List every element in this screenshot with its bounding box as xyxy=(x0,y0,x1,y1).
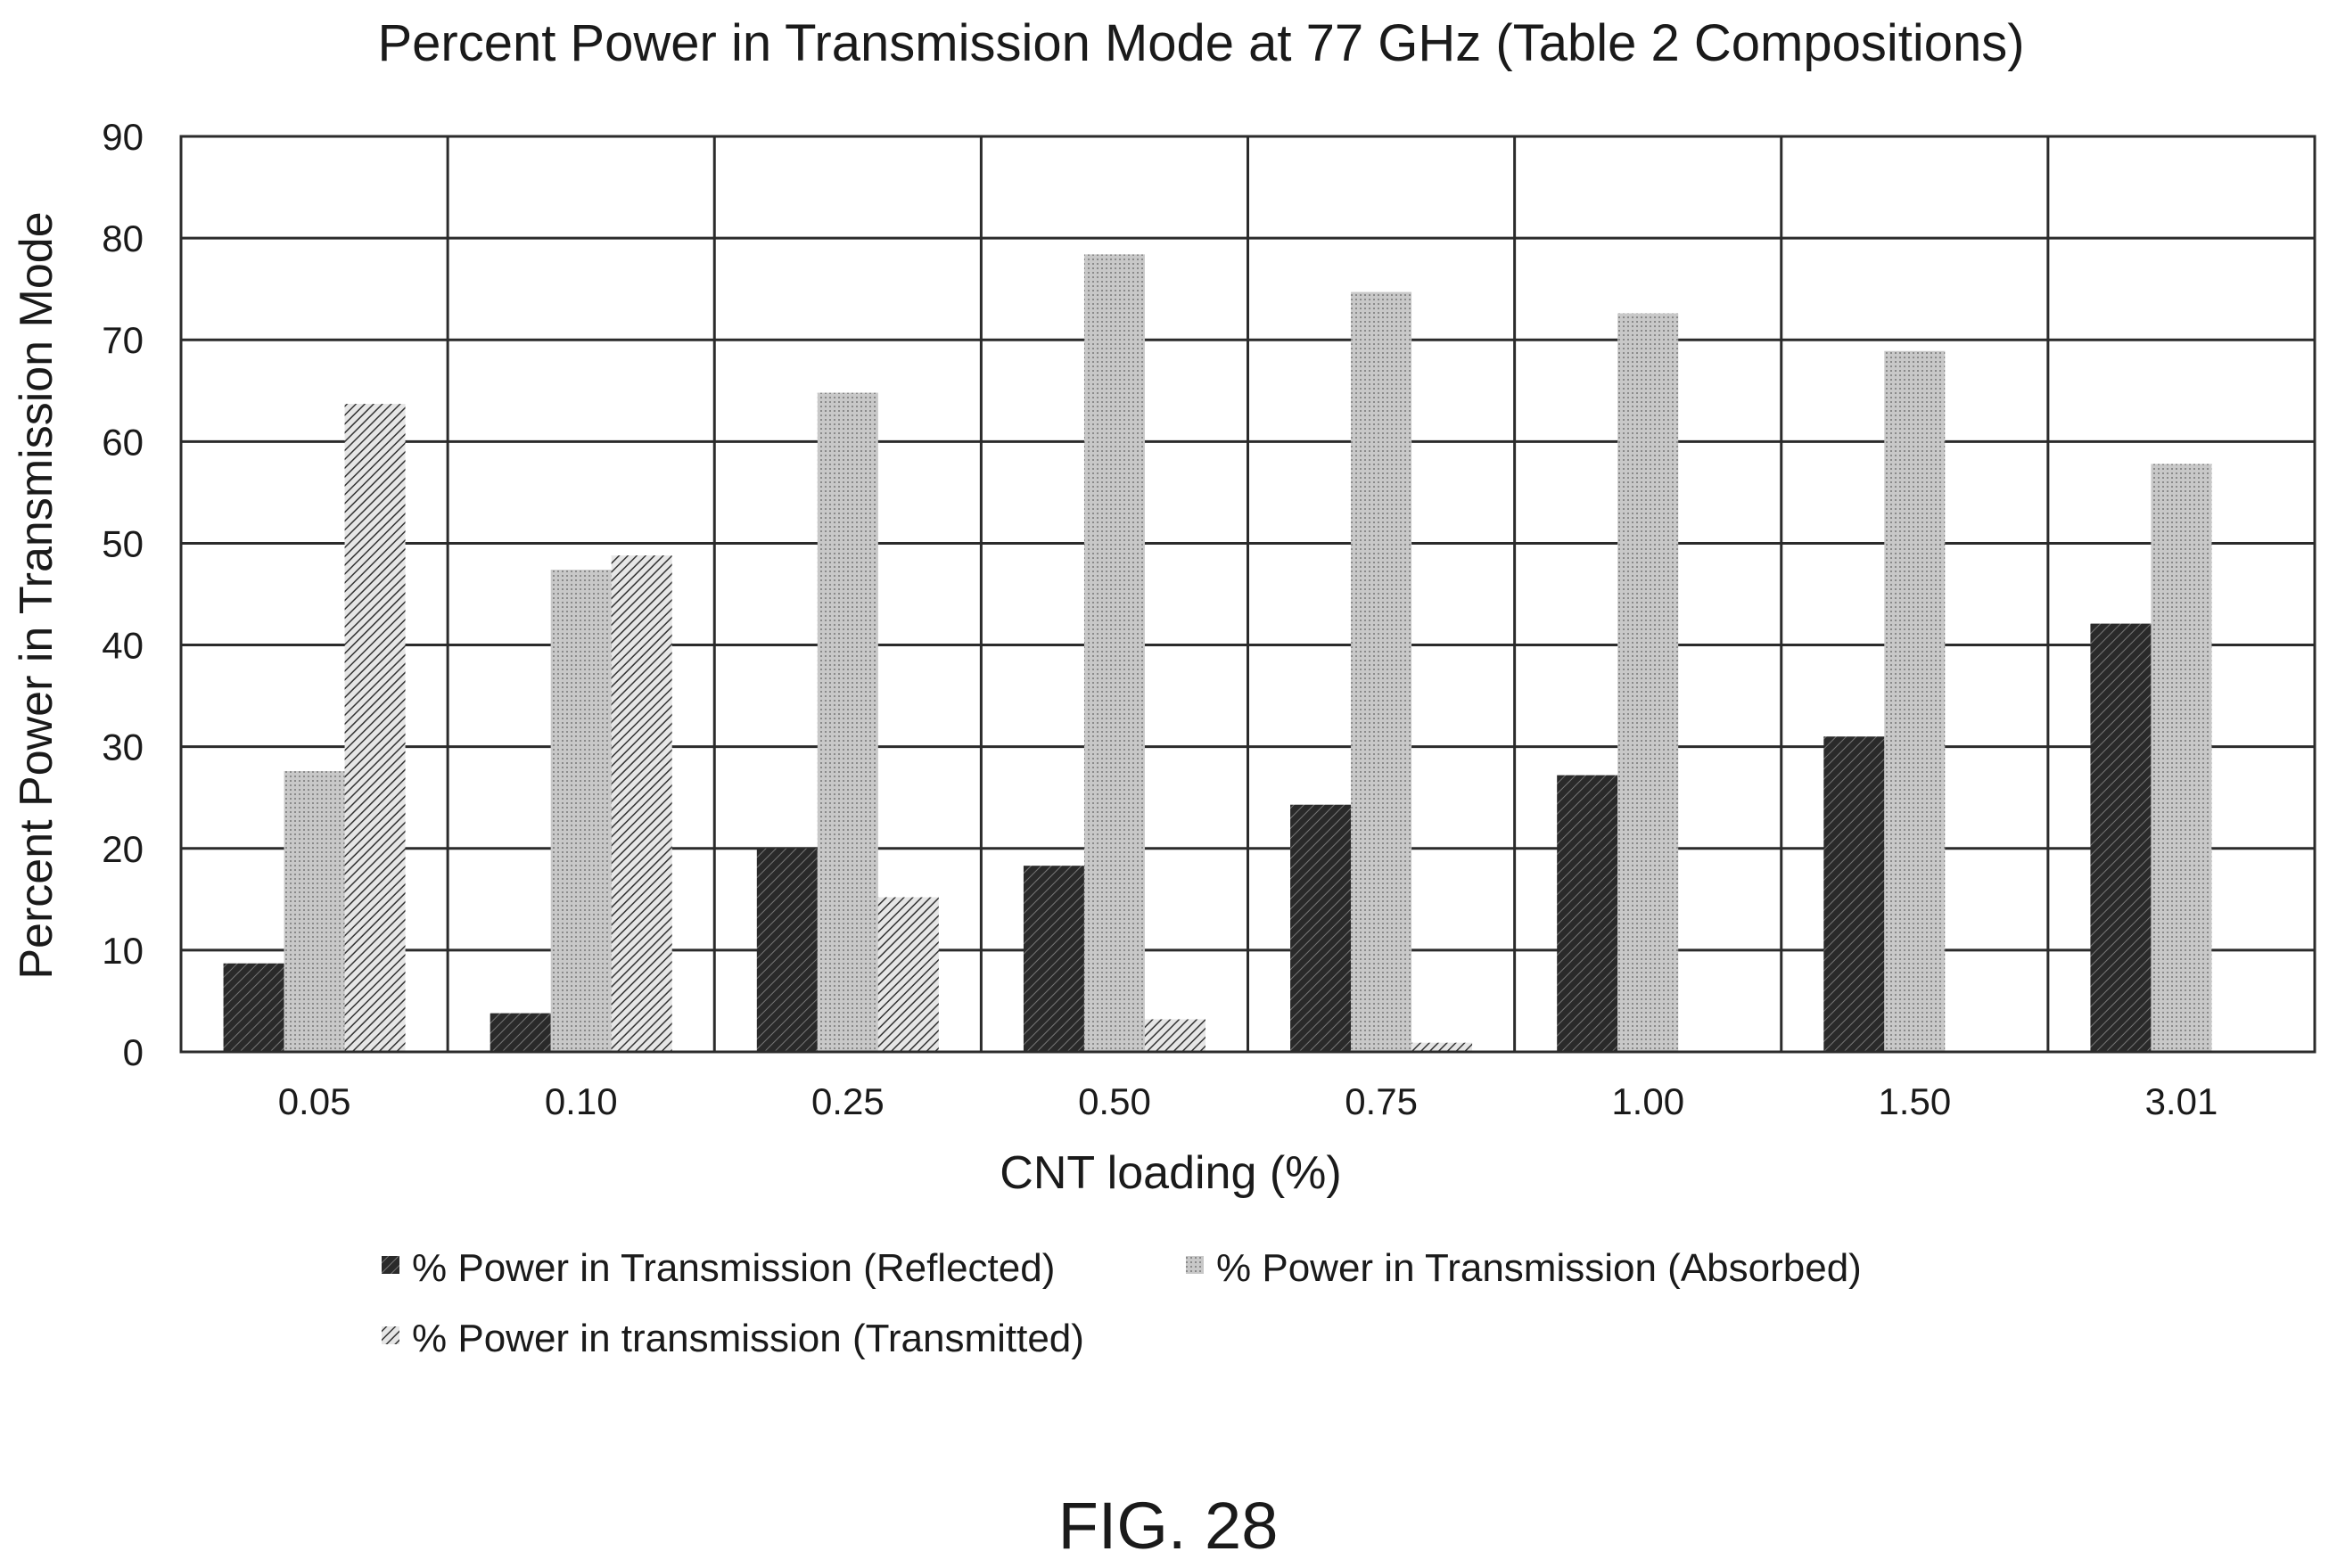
x-tick-label: 0.75 xyxy=(1345,1080,1418,1122)
bar-reflected xyxy=(1823,736,1885,1052)
bar-absorbed xyxy=(284,771,345,1052)
y-tick-label: 20 xyxy=(102,828,144,870)
bar-reflected xyxy=(1290,804,1352,1052)
x-tick-label: 1.00 xyxy=(1611,1080,1684,1122)
y-tick-label: 70 xyxy=(102,319,144,361)
y-tick-label: 80 xyxy=(102,218,144,259)
bar-reflected xyxy=(490,1013,551,1052)
x-axis-title: CNT loading (%) xyxy=(1000,1147,1341,1199)
y-tick-label: 10 xyxy=(102,930,144,972)
y-tick-label: 30 xyxy=(102,727,144,768)
y-tick-label: 50 xyxy=(102,522,144,564)
bar-absorbed xyxy=(1083,254,1145,1052)
y-tick-label: 40 xyxy=(102,625,144,667)
x-tick-label: 0.25 xyxy=(811,1080,885,1122)
y-tick-label: 0 xyxy=(123,1031,144,1073)
y-tick-label: 90 xyxy=(102,116,144,158)
x-tick-label: 0.10 xyxy=(545,1080,618,1122)
bar-reflected xyxy=(2090,623,2152,1052)
bar-transmitted xyxy=(611,555,672,1052)
x-tick-label: 0.05 xyxy=(278,1080,351,1122)
legend-label: % Power in Transmission (Absorbed) xyxy=(1216,1246,1862,1290)
bar-reflected xyxy=(223,963,284,1052)
bar-transmitted xyxy=(1411,1042,1473,1052)
y-tick-label: 60 xyxy=(102,421,144,463)
bar-absorbed xyxy=(550,570,612,1052)
chart-title: Percent Power in Transmission Mode at 77… xyxy=(377,14,2024,72)
bar-absorbed xyxy=(2151,464,2212,1052)
legend-label: % Power in Transmission (Reflected) xyxy=(412,1246,1055,1290)
plot-area: 0 10 20 30 40 50 60 70 80 90 0.05 0.10 0.25 0.50 0.75 1… xyxy=(102,116,2316,1122)
bar-reflected xyxy=(756,848,818,1052)
bar-transmitted xyxy=(877,897,939,1052)
legend-swatch xyxy=(382,1326,399,1344)
bar-absorbed xyxy=(1351,291,1412,1053)
x-tick-label: 1.50 xyxy=(1878,1080,1951,1122)
bar-transmitted xyxy=(344,404,406,1053)
x-tick-label: 0.50 xyxy=(1078,1080,1151,1122)
bar-absorbed xyxy=(1884,350,1946,1053)
legend-swatch xyxy=(1186,1256,1204,1274)
legend-swatch xyxy=(382,1256,399,1274)
legend: % Power in Transmission (Reflected) % Pow… xyxy=(382,1246,1862,1360)
x-tick-label: 3.01 xyxy=(2145,1080,2218,1122)
y-axis-title: Percent Power in Transmission Mode xyxy=(11,211,62,979)
bar-reflected xyxy=(1023,866,1084,1052)
legend-label: % Power in transmission (Transmitted) xyxy=(412,1317,1084,1360)
bar-reflected xyxy=(1557,775,1618,1052)
figure-label: FIG. 28 xyxy=(1058,1489,1279,1563)
bar-transmitted xyxy=(1144,1019,1206,1052)
bar-absorbed xyxy=(1617,313,1679,1052)
bar-absorbed xyxy=(817,392,878,1052)
plot-frame xyxy=(179,135,2316,1054)
